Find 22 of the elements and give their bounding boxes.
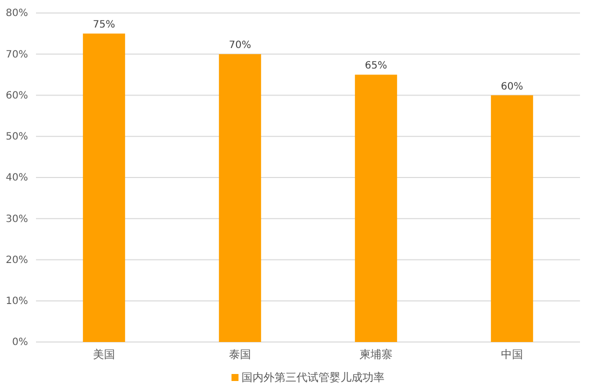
data-label: 60% bbox=[500, 81, 524, 92]
bar bbox=[82, 34, 126, 342]
data-label: 75% bbox=[92, 20, 116, 31]
bar bbox=[218, 54, 262, 342]
x-tick-label: 中国 bbox=[501, 348, 523, 361]
bar bbox=[354, 74, 398, 342]
data-label: 65% bbox=[364, 60, 388, 72]
data-label: 70% bbox=[228, 40, 252, 52]
y-tick-label: 30% bbox=[6, 214, 28, 225]
y-tick-label: 10% bbox=[6, 296, 28, 308]
y-tick-label: 60% bbox=[6, 90, 28, 102]
legend-label: 国内外第三代试管婴儿成功率 bbox=[242, 371, 384, 384]
y-tick-label: 80% bbox=[6, 8, 28, 20]
x-tick-label: 泰国 bbox=[229, 348, 251, 361]
x-tick-label: 柬埔寨 bbox=[360, 348, 392, 361]
y-tick-label: 70% bbox=[6, 49, 28, 60]
y-tick-label: 20% bbox=[6, 254, 28, 266]
bar bbox=[490, 95, 534, 342]
y-tick-label: 40% bbox=[6, 172, 28, 184]
y-tick-label: 0% bbox=[12, 337, 28, 348]
x-tick-label: 美国 bbox=[93, 348, 115, 361]
y-tick-label: 50% bbox=[6, 132, 28, 143]
